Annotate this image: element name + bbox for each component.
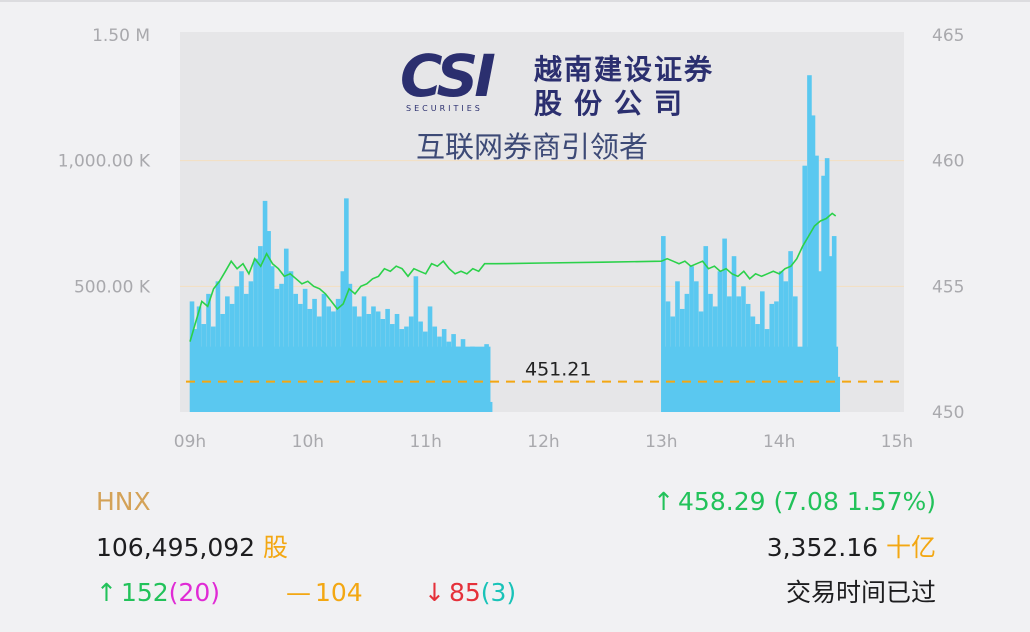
csi-watermark-logo: CSI SECURITIES 越南建设证券 股份公司 互联网券商引领者 [394, 44, 724, 169]
left-axis-tick: 1,000.00 K [58, 152, 151, 172]
index-name: HNX [96, 487, 151, 516]
advance-arrow-icon: ↑ [96, 578, 117, 607]
csi-brand-sub: SECURITIES [406, 104, 483, 113]
value-summary: 3,352.16 十亿 [767, 533, 936, 563]
price-line [189, 212, 837, 342]
x-axis-tick: 13h [645, 432, 677, 452]
x-axis-tick: 12h [527, 432, 559, 452]
volume-bar [831, 236, 837, 412]
volume-value: 106,495,092 [96, 533, 256, 562]
volume-bar [340, 271, 346, 412]
volume-bar [266, 231, 271, 412]
decline-arrow-icon: ↓ [424, 578, 445, 607]
volume-bar [722, 238, 727, 412]
right-axis-tick: 460 [932, 152, 964, 172]
volume-summary: 106,495,092 股 [96, 533, 288, 563]
volume-bar [258, 246, 263, 412]
volume-bar [413, 276, 419, 412]
unchanged-dash-icon: — [286, 578, 311, 607]
axis-labels: 1.50 M 1,000.00 K 500.00 K 465 460 455 450 09h 1… [58, 26, 965, 452]
volume-unit: 股 [263, 533, 289, 562]
volume-bar [262, 200, 268, 412]
top-divider [0, 0, 1030, 2]
volume-bar [802, 165, 808, 412]
volume-bar [269, 266, 275, 412]
unchanged-count: —104 [286, 578, 363, 608]
trade-value: 3,352.16 [766, 533, 879, 562]
company-name-line2: 股份公司 [534, 87, 695, 120]
volume-bar [807, 75, 812, 413]
volume-bar [731, 256, 737, 412]
floor-count: (3) [480, 578, 517, 607]
trade-value-unit: 十亿 [885, 533, 936, 562]
volume-session-base [662, 346, 839, 412]
volume-bar [344, 198, 349, 412]
right-axis-tick: 450 [932, 403, 964, 423]
left-axis-tick: 500.00 K [74, 277, 151, 297]
volume-bar [821, 175, 826, 412]
csi-brand-text: CSI [400, 42, 496, 110]
volume-bars [189, 75, 841, 413]
volume-bar [689, 266, 694, 412]
volume-bar [717, 271, 723, 412]
reference-line-group: 451.21 [186, 359, 900, 383]
x-axis-tick: 15h [881, 432, 913, 452]
volume-bar [661, 236, 666, 412]
volume-bar [778, 271, 784, 412]
right-axis-tick: 455 [932, 277, 964, 297]
volume-bar [817, 271, 823, 412]
trading-status: 交易时间已过 [785, 578, 936, 607]
index-price-change: ↑ 458.29 (7.08 1.57%) [653, 487, 936, 517]
reference-label: 451.21 [525, 359, 591, 381]
price-change-text: 458.29 (7.08 1.57%) [678, 487, 936, 516]
declines-value: 85 [448, 578, 481, 607]
right-axis-tick: 465 [932, 26, 964, 46]
volume-bar [814, 155, 819, 412]
slogan-text: 互联网券商引领者 [416, 130, 649, 164]
x-axis-tick: 10h [292, 432, 324, 452]
volume-bar [810, 115, 816, 412]
advances-value: 152 [120, 578, 169, 607]
volume-session-base [191, 346, 491, 412]
price-line-group [189, 212, 837, 342]
x-axis-tick: 09h [174, 432, 206, 452]
advances-count: ↑ 152(20) [96, 578, 220, 608]
x-axis-tick: 14h [763, 432, 795, 452]
volume-bar [828, 256, 833, 412]
left-axis-tick: 1.50 M [92, 26, 150, 46]
volume-bar [788, 251, 793, 412]
company-name-line1: 越南建设证券 [534, 53, 715, 86]
volume-bar [283, 248, 289, 412]
unchanged-value: 104 [315, 578, 363, 607]
up-arrow-icon: ↑ [653, 487, 675, 516]
volume-bar [239, 271, 244, 412]
intraday-chart: 451.21 1.50 M 1,000.00 K 500.00 K 465 460 455… [58, 26, 965, 452]
volume-bar [824, 158, 830, 412]
declines-count: ↓ 85(3) [424, 578, 516, 608]
volume-bar [703, 246, 709, 412]
volume-bar [288, 271, 294, 412]
volume-bar [253, 258, 258, 412]
ceiling-count: (20) [168, 578, 220, 607]
x-axis-tick: 11h [409, 432, 441, 452]
